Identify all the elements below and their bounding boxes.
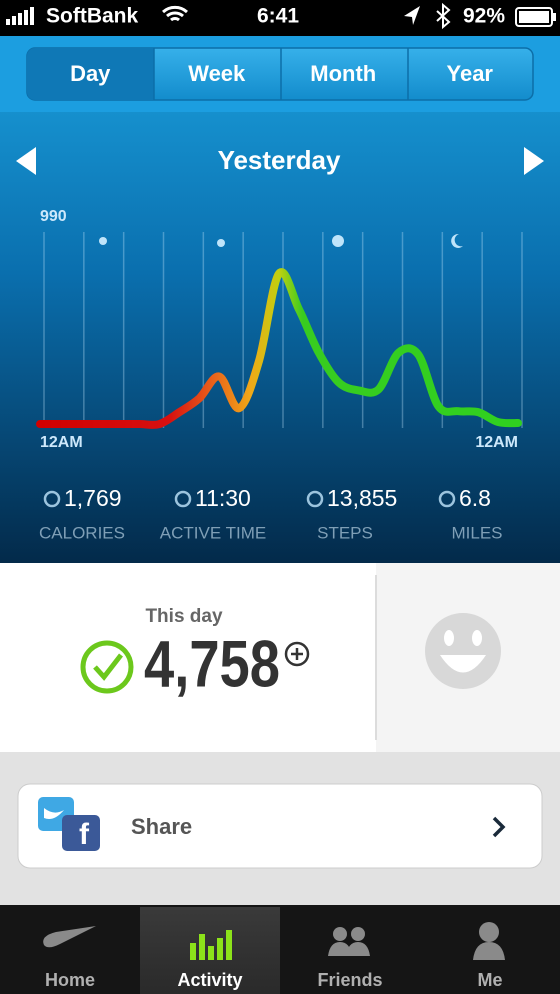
carrier: SoftBank (46, 5, 138, 28)
y-tick-label: 990 (40, 208, 67, 225)
svg-text:f: f (79, 818, 90, 851)
fuel-points: 4,758 (144, 626, 280, 700)
next-arrow[interactable] (524, 147, 544, 175)
segment-tab[interactable]: Year (447, 61, 494, 86)
social-icons: f (38, 797, 100, 851)
segment-tab[interactable]: Week (188, 61, 246, 86)
activity-panel (0, 36, 560, 563)
clock: 6:41 (257, 5, 299, 28)
bottom-tab[interactable]: Me (477, 970, 502, 990)
wifi-icon (162, 5, 188, 22)
battery-percent: 92% (463, 5, 505, 28)
stat-label: MILES (451, 523, 502, 542)
stat-icon (438, 490, 456, 508)
stat-label: STEPS (317, 523, 373, 542)
stat-value: 11:30 (195, 485, 251, 511)
period-title: Yesterday (218, 145, 341, 175)
bottom-tab[interactable]: Activity (177, 970, 242, 990)
activity-line (36, 268, 522, 429)
stat-icon (306, 490, 324, 508)
stat-value: 13,855 (327, 485, 397, 511)
share-button[interactable] (17, 783, 543, 869)
chevron (492, 816, 506, 838)
stat-label: CALORIES (39, 523, 125, 542)
stat-icon (43, 490, 61, 508)
x-tick-label: 12AM (40, 434, 83, 451)
smiley (425, 613, 501, 689)
segment-tab[interactable]: Day (70, 61, 111, 86)
activity-icon (190, 930, 232, 960)
selected-segment (27, 48, 154, 100)
signal-icon (6, 7, 34, 25)
me-icon (473, 922, 505, 960)
location-icon (404, 6, 420, 25)
bluetooth-icon (436, 2, 451, 30)
time-of-day-icons (99, 233, 463, 248)
segment-tab[interactable]: Month (310, 61, 376, 86)
bottom-tab[interactable]: Home (45, 970, 95, 990)
home-icon (43, 926, 96, 948)
stat-value: 6.8 (459, 485, 491, 511)
friends-icon (328, 927, 370, 956)
status-bar (0, 0, 560, 36)
goal-check-icon (80, 640, 134, 694)
stat-value: 1,769 (64, 485, 122, 511)
stat-label: ACTIVE TIME (160, 523, 266, 542)
stat-icon (174, 490, 192, 508)
bottom-tab[interactable]: Friends (317, 970, 382, 990)
battery-icon (515, 7, 556, 27)
previous-arrow[interactable] (16, 147, 36, 175)
plus-icon (284, 641, 310, 667)
x-tick-label: 12AM (475, 434, 518, 451)
segment-dividers (153, 48, 409, 100)
share-label: Share (131, 814, 192, 839)
summary-label: This day (145, 606, 223, 627)
